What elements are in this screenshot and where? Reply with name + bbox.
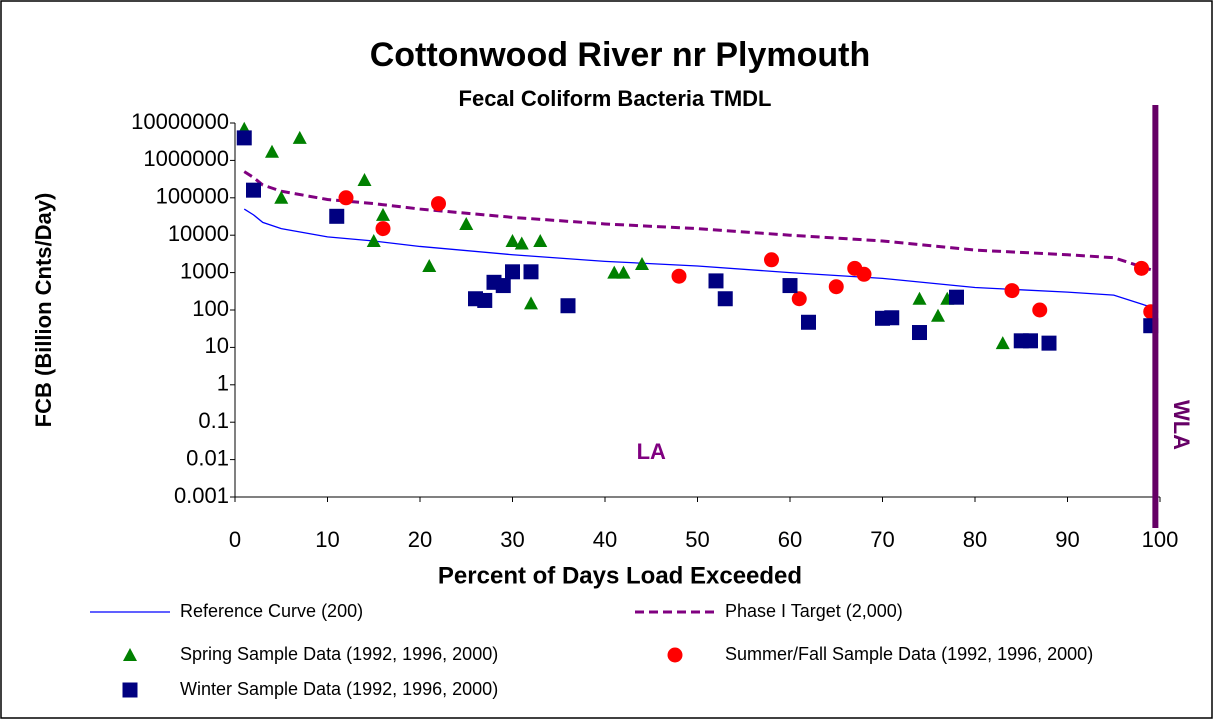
square-marker (560, 298, 576, 314)
x-tick-label: 20 (408, 527, 432, 552)
legend-label: Winter Sample Data (1992, 1996, 2000) (180, 679, 498, 699)
square-marker (1023, 333, 1038, 349)
square-marker (523, 264, 539, 280)
legend-label: Phase I Target (2,000) (725, 601, 903, 621)
circle-marker (856, 266, 872, 282)
legend-label: Summer/Fall Sample Data (1992, 1996, 200… (725, 644, 1093, 664)
square-marker (122, 682, 138, 698)
circle-marker (431, 196, 446, 212)
triangle-marker (292, 130, 307, 144)
circle-marker (1004, 283, 1020, 299)
x-tick-label: 0 (229, 527, 241, 552)
square-marker (477, 292, 493, 308)
triangle-marker (459, 216, 474, 230)
legend-label: Reference Curve (200) (180, 601, 363, 621)
y-tick-label: 10 (205, 333, 229, 358)
triangle-marker (931, 308, 945, 322)
triangle-marker (524, 296, 538, 310)
square-marker (717, 291, 733, 307)
circle-marker (791, 291, 807, 307)
square-marker (495, 278, 511, 294)
triangle-marker (357, 172, 372, 186)
square-marker (329, 208, 345, 224)
y-tick-label: 100 (192, 296, 229, 321)
y-tick-label: 1000 (180, 258, 229, 283)
square-marker (884, 310, 900, 326)
square-marker (505, 264, 520, 280)
annotation: LA (637, 439, 666, 464)
y-tick-label: 10000000 (131, 109, 229, 134)
square-marker (782, 278, 798, 294)
x-tick-label: 80 (963, 527, 987, 552)
y-axis-label: FCB (Billion Cnts/Day) (31, 193, 56, 428)
square-marker (912, 325, 927, 341)
x-tick-label: 40 (593, 527, 617, 552)
triangle-marker (607, 265, 622, 279)
triangle-marker (505, 233, 520, 247)
triangle-marker (514, 236, 529, 250)
chart-subtitle: Fecal Coliform Bacteria TMDL (459, 86, 772, 111)
triangle-marker (912, 291, 927, 305)
triangle-marker (265, 144, 279, 158)
y-tick-label: 0.1 (198, 408, 229, 433)
triangle-marker (366, 233, 381, 247)
x-tick-label: 60 (778, 527, 802, 552)
square-marker (949, 289, 964, 305)
circle-marker (338, 190, 354, 206)
triangle-marker (274, 190, 289, 204)
square-marker (801, 314, 816, 330)
x-tick-label: 30 (500, 527, 524, 552)
circle-marker (1032, 302, 1048, 318)
triangle-marker (635, 256, 649, 270)
wla-label: WLA (1169, 400, 1194, 450)
y-tick-label: 0.001 (174, 483, 229, 508)
y-tick-label: 100000 (156, 184, 229, 209)
y-tick-label: 1000000 (143, 146, 229, 171)
triangle-marker (422, 259, 437, 273)
circle-marker (1134, 260, 1149, 276)
x-tick-label: 100 (1142, 527, 1179, 552)
x-tick-label: 90 (1055, 527, 1079, 552)
circle-marker (764, 252, 779, 268)
circle-marker (375, 221, 391, 237)
triangle-marker (995, 336, 1010, 350)
x-axis-label: Percent of Days Load Exceeded (438, 562, 802, 589)
series-line (243, 208, 1151, 308)
triangle-marker (376, 207, 390, 221)
square-marker (236, 130, 252, 146)
triangle-marker (616, 265, 631, 279)
square-marker (1041, 335, 1057, 351)
series-line (243, 170, 1152, 272)
triangle-marker (123, 648, 137, 661)
square-marker (246, 182, 261, 198)
circle-marker (828, 279, 844, 295)
x-tick-label: 70 (870, 527, 894, 552)
circle-marker (667, 647, 683, 663)
square-marker (708, 273, 724, 289)
y-tick-label: 1 (217, 371, 229, 396)
chart-title: Cottonwood River nr Plymouth (370, 36, 871, 74)
triangle-marker (533, 233, 548, 247)
x-tick-label: 50 (685, 527, 709, 552)
y-tick-label: 10000 (168, 221, 229, 246)
legend-label: Spring Sample Data (1992, 1996, 2000) (180, 644, 498, 664)
circle-marker (671, 268, 687, 284)
x-tick-label: 10 (315, 527, 339, 552)
y-tick-label: 0.01 (186, 445, 229, 470)
